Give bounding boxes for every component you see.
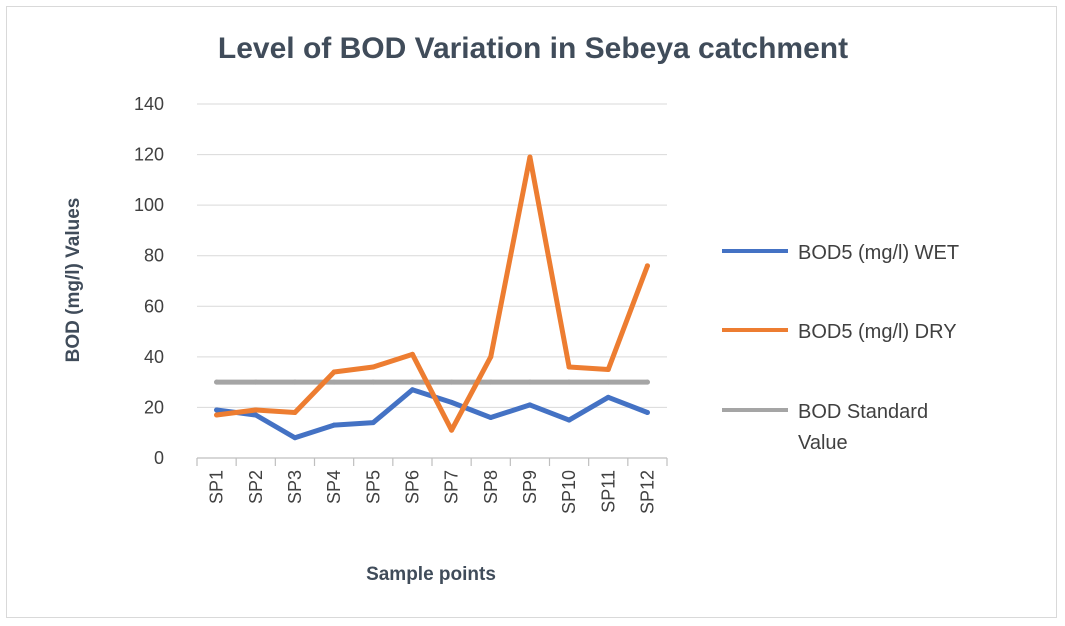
legend-label-3: BOD Standard [798, 401, 928, 423]
x-tick-label: SP11 [598, 470, 618, 513]
x-tick-label: SP7 [442, 470, 462, 504]
data-point [370, 379, 376, 385]
data-point [488, 415, 494, 421]
y-tick-label: 140 [134, 94, 164, 114]
data-point [644, 263, 650, 269]
data-point [488, 354, 494, 360]
data-point [566, 379, 572, 385]
data-point [253, 379, 259, 385]
x-tick-label: SP6 [402, 470, 422, 504]
data-point [292, 409, 298, 415]
data-point [214, 407, 220, 413]
chart-title: Level of BOD Variation in Sebeya catchme… [218, 32, 848, 65]
data-point [409, 387, 415, 393]
y-axis-title: BOD (mg/l) Values [63, 198, 84, 363]
data-point [370, 364, 376, 370]
y-tick-label: 40 [144, 347, 164, 367]
data-point [644, 379, 650, 385]
x-tick-label: SP3 [285, 470, 305, 504]
data-point [527, 402, 533, 408]
data-point [253, 407, 259, 413]
legend-label-2: BOD5 (mg/l) DRY [798, 321, 957, 343]
x-axis-title: Sample points [366, 564, 496, 585]
data-point [449, 379, 455, 385]
data-point [214, 412, 220, 418]
x-tick-label: SP10 [559, 470, 579, 514]
x-tick-label: SP1 [207, 470, 227, 504]
y-tick-label: 60 [144, 296, 164, 316]
data-point [253, 412, 259, 418]
y-tick-label: 120 [134, 145, 164, 165]
data-point [331, 422, 337, 428]
data-point [449, 427, 455, 433]
x-tick-label: SP9 [520, 470, 540, 504]
x-tick-label: SP4 [324, 470, 344, 504]
data-point [644, 409, 650, 415]
data-point [409, 351, 415, 357]
y-axis: 0 20 40 60 80 100 120 140 [134, 94, 164, 468]
data-point [605, 367, 611, 372]
series-group [214, 154, 650, 441]
x-tick-label: SP8 [481, 470, 501, 504]
series-line-2 [214, 154, 650, 433]
data-point [214, 379, 220, 385]
data-point [370, 420, 376, 426]
data-point [331, 379, 337, 385]
data-point [292, 435, 298, 441]
gridlines [197, 103, 667, 408]
data-point [488, 379, 494, 385]
data-point [527, 379, 533, 385]
data-point [331, 369, 337, 375]
chart-frame [6, 6, 1057, 618]
x-tick-label: SP12 [637, 470, 657, 514]
y-tick-label: 20 [144, 397, 164, 417]
legend-label-1: BOD5 (mg/l) WET [798, 242, 959, 264]
legend: BOD5 (mg/l) WET BOD5 (mg/l) DRY BOD Standa… [722, 242, 959, 454]
x-tick-label: SP2 [246, 470, 266, 504]
data-point [566, 364, 572, 370]
y-tick-label: 80 [144, 246, 164, 266]
data-point [605, 394, 611, 400]
data-point [409, 379, 415, 385]
x-axis: SP1 SP2 SP3 SP4 SP5 SP6 SP7 SP8 SP9 SP10 SP11 SP12 [196, 457, 668, 514]
data-point [527, 154, 533, 160]
data-point [605, 379, 611, 385]
data-point [292, 379, 298, 385]
x-tick-label: SP5 [363, 470, 383, 504]
legend-label-3: Value [798, 432, 848, 454]
y-tick-label: 0 [154, 448, 164, 468]
y-tick-label: 100 [134, 195, 164, 215]
data-point [566, 417, 572, 423]
data-point [449, 399, 455, 405]
